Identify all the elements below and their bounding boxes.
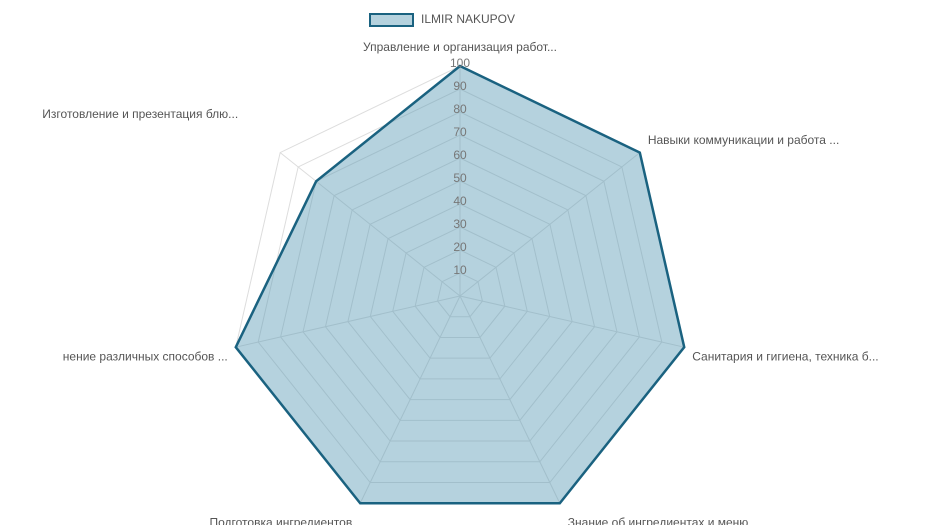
- grid-ring: [302, 134, 618, 442]
- tick-label: 90: [453, 79, 467, 93]
- grid-ring: [437, 272, 483, 318]
- tick-label: 60: [453, 148, 467, 162]
- grid-ring: [257, 88, 663, 484]
- tick-label: 30: [453, 217, 467, 231]
- tick-label: 50: [453, 171, 467, 185]
- radar-area: [234, 64, 686, 505]
- category-label: нение различных способов ...: [63, 349, 228, 363]
- tick-label: 20: [453, 240, 467, 254]
- spoke: [459, 295, 561, 504]
- category-label: Изготовление и презентация блю...: [42, 107, 238, 121]
- spoke: [459, 295, 685, 348]
- category-label: Санитария и гигиена, техника б...: [692, 349, 878, 363]
- category-label: Знание об ингредиентах и меню: [568, 515, 749, 525]
- spoke: [459, 152, 641, 297]
- category-label: Навыки коммуникации и работа ...: [648, 133, 840, 147]
- grid-ring: [392, 226, 528, 359]
- spoke: [359, 295, 461, 504]
- legend-swatch: [369, 13, 414, 27]
- tick-label: 40: [453, 194, 467, 208]
- tick-label: 80: [453, 102, 467, 116]
- grid-ring: [347, 180, 573, 401]
- category-label: Управление и организация работ...: [363, 40, 557, 54]
- spoke: [279, 152, 461, 297]
- grid-ring: [324, 157, 596, 421]
- grid-ring: [369, 203, 551, 380]
- tick-label: 100: [450, 56, 470, 70]
- tick-label: 10: [453, 263, 467, 277]
- grid-ring: [414, 249, 506, 338]
- spoke: [235, 295, 461, 348]
- tick-label: 70: [453, 125, 467, 139]
- legend-label: ILMIR NAKUPOV: [421, 12, 515, 26]
- grid-ring: [280, 111, 640, 463]
- category-label: Подготовка ингредиентов: [210, 515, 353, 525]
